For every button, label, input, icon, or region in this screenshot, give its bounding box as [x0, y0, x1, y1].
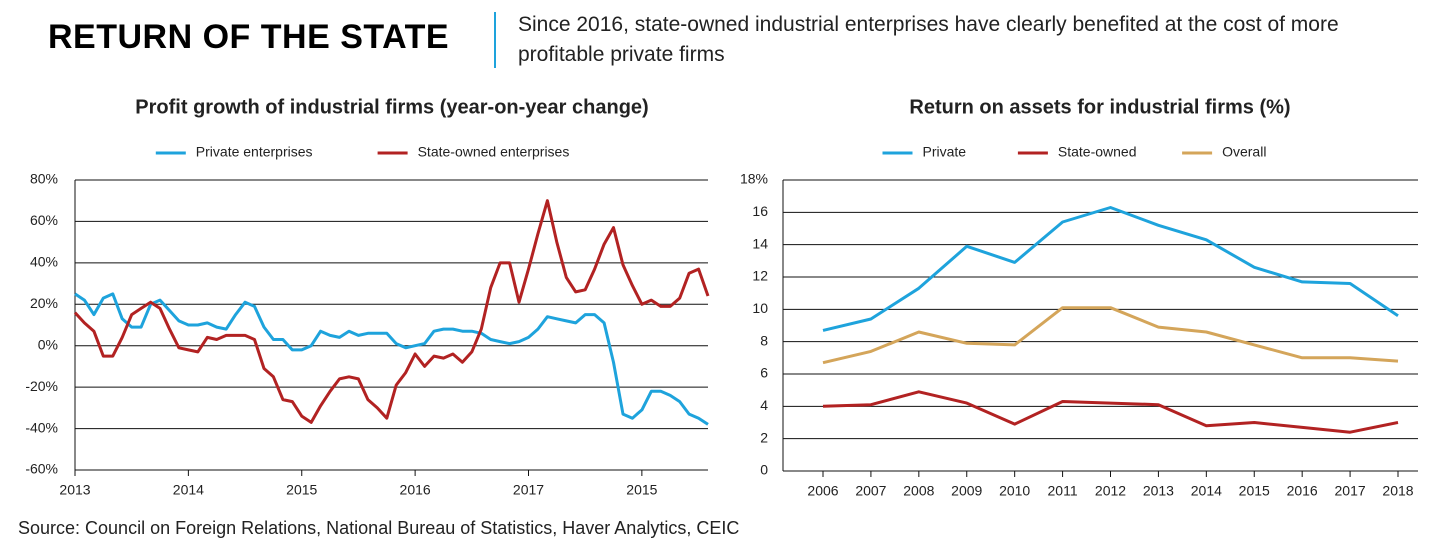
series-line: [73, 199, 710, 424]
y-tick-label: -40%: [25, 419, 58, 435]
x-tick-label: 2013: [59, 482, 90, 498]
x-tick-label: 2010: [999, 483, 1030, 499]
y-tick-label: 0: [760, 462, 768, 478]
y-tick-label: 10: [752, 300, 768, 316]
y-tick-label: 12: [752, 268, 768, 284]
legend-label: State-owned: [1058, 144, 1137, 160]
x-tick-label: 2014: [1191, 483, 1222, 499]
series-line: [822, 390, 1399, 434]
x-tick-label: 2012: [1095, 483, 1126, 499]
y-tick-label: 2: [760, 429, 768, 445]
y-tick-label: 16: [752, 203, 768, 219]
x-tick-label: 2007: [855, 483, 886, 499]
y-tick-label: 20%: [30, 295, 58, 311]
x-tick-label: 2008: [903, 483, 934, 499]
y-tick-label: -20%: [25, 378, 58, 394]
x-tick-label: 2016: [400, 482, 431, 498]
y-tick-label: 18%: [740, 171, 768, 187]
y-tick-label: 80%: [30, 171, 58, 187]
x-tick-label: 2017: [513, 482, 544, 498]
x-tick-label: 2015: [626, 482, 657, 498]
x-tick-label: 2018: [1382, 483, 1413, 499]
y-tick-label: 6: [760, 365, 768, 381]
y-tick-label: 14: [752, 235, 768, 251]
x-tick-label: 2011: [1048, 483, 1078, 499]
subtitle: Since 2016, state-owned industrial enter…: [518, 13, 1339, 66]
y-tick-label: -60%: [25, 461, 58, 477]
y-tick-label: 60%: [30, 212, 58, 228]
series-line: [74, 292, 709, 426]
legend-label: State-owned enterprises: [418, 144, 570, 160]
y-tick-label: 40%: [30, 254, 58, 270]
x-tick-label: 2015: [286, 482, 317, 498]
x-tick-label: 2017: [1335, 483, 1366, 499]
x-tick-label: 2009: [951, 483, 982, 499]
y-tick-label: 0%: [38, 336, 58, 352]
y-tick-label: 4: [760, 397, 768, 413]
legend-label: Private enterprises: [196, 144, 313, 160]
page-title: RETURN OF THE STATE: [48, 18, 450, 56]
x-tick-label: 2015: [1239, 483, 1270, 499]
x-tick-label: 2013: [1143, 483, 1174, 499]
source: Source: Council on Foreign Relations, Na…: [18, 518, 740, 538]
chart-title: Return on assets for industrial firms (%…: [909, 96, 1290, 118]
series-line: [822, 206, 1399, 332]
x-tick-label: 2016: [1287, 483, 1318, 499]
legend-label: Overall: [1222, 144, 1266, 160]
chart-title: Profit growth of industrial firms (year-…: [135, 96, 648, 118]
divider: [494, 12, 496, 68]
x-tick-label: 2014: [173, 482, 204, 498]
legend-label: Private: [923, 144, 967, 160]
y-tick-label: 8: [760, 332, 768, 348]
series-line: [822, 306, 1399, 365]
x-tick-label: 2006: [807, 483, 838, 499]
